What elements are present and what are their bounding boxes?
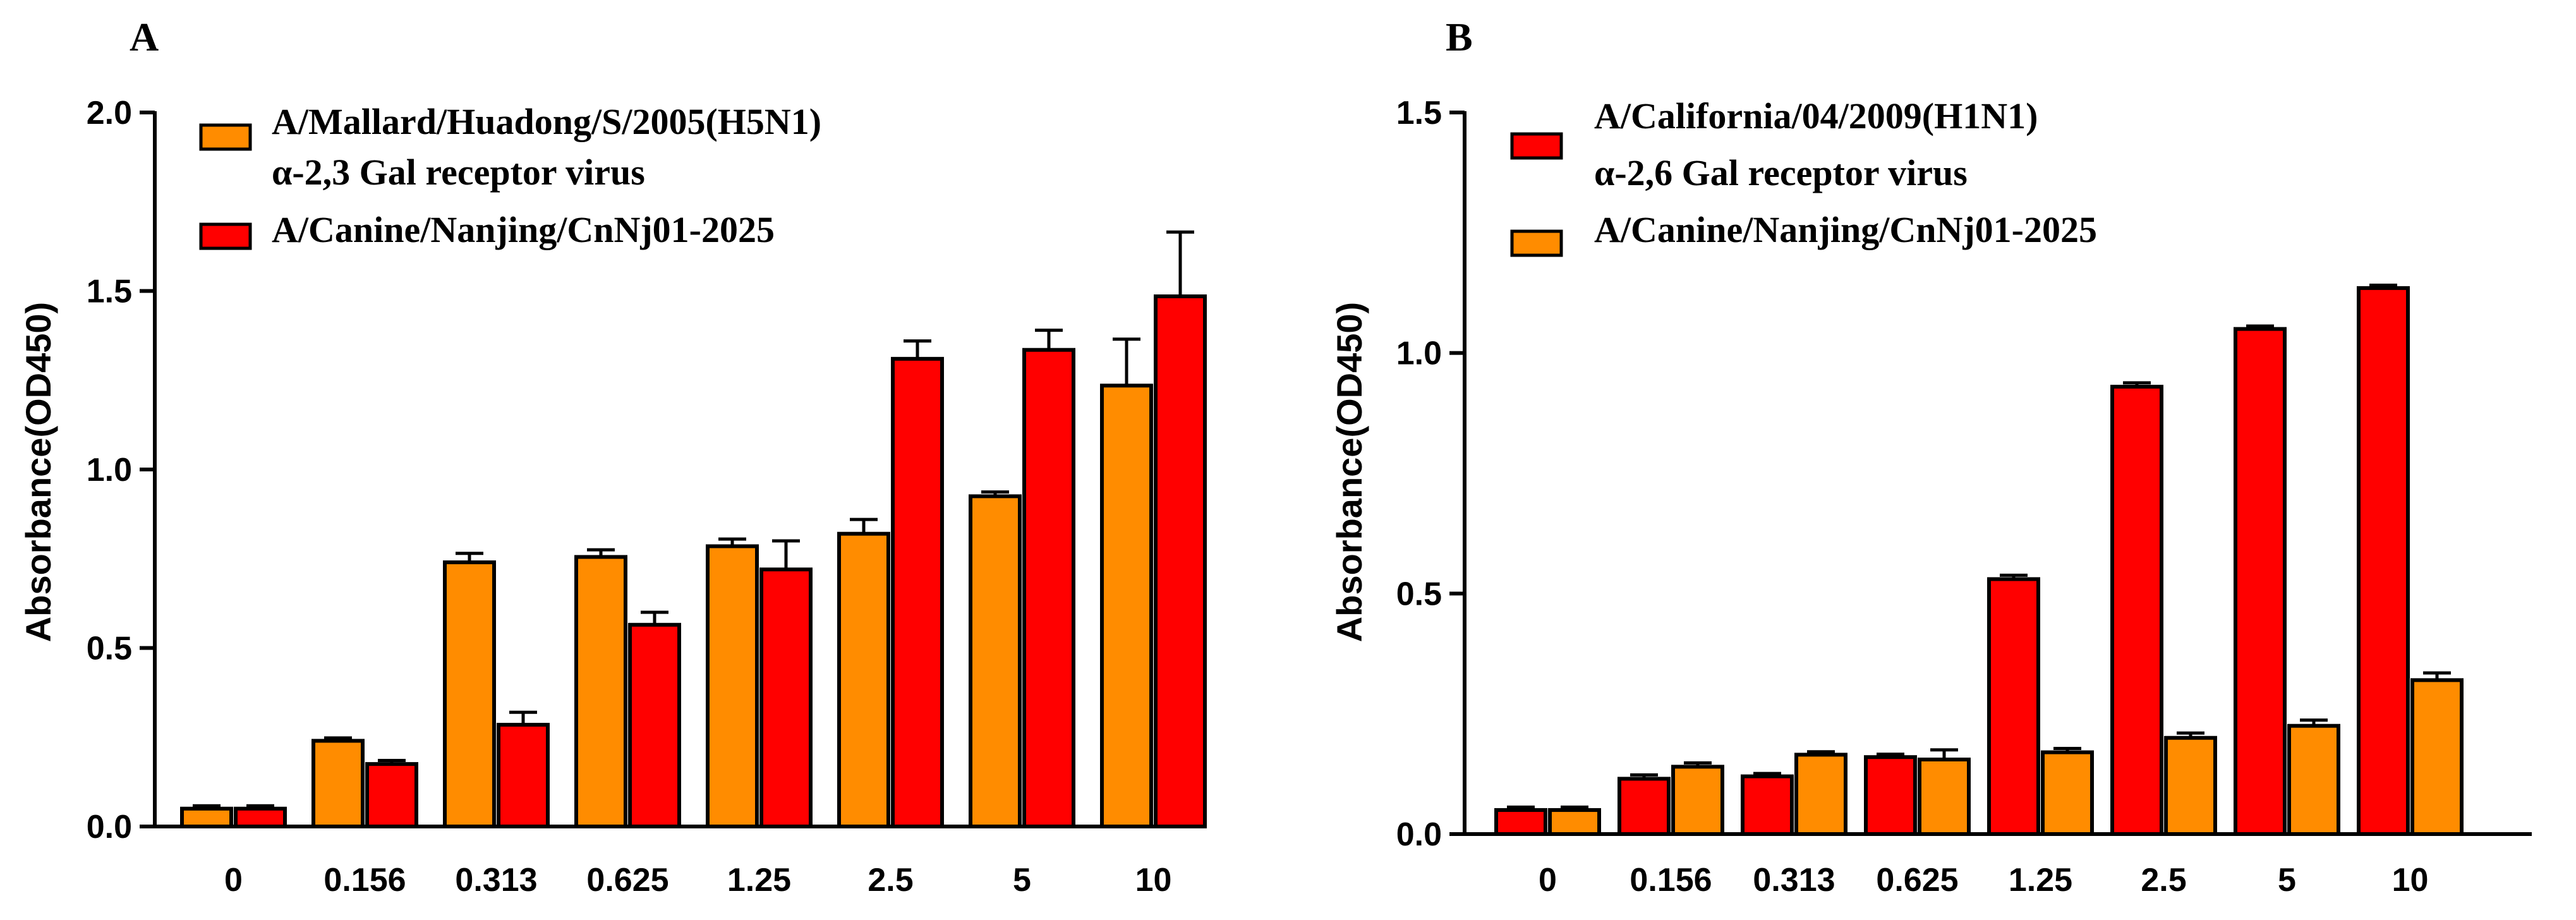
x-tick-label-b-3: 0.625 <box>1876 862 1958 899</box>
x-tick-label-b-0: 0 <box>1539 862 1557 899</box>
legend-label-a-series-1: A/Mallard/Huadong/S/2005(H5N1) <box>272 101 821 142</box>
x-tick-label-a-2: 0.313 <box>455 862 537 899</box>
y-tick-label-a-0: 0.0 <box>87 809 132 845</box>
legend-swatch-b-series-2 <box>1510 229 1563 257</box>
x-tick-label-b-1: 0.156 <box>1630 862 1712 899</box>
bar-b-s2-5 <box>2164 735 2217 836</box>
legend-label-b-series-1: A/California/04/2009(H1N1) <box>1594 95 2038 136</box>
y-tick-label-b-3: 1.5 <box>1396 95 1442 131</box>
legend-label-b-series-2: A/Canine/Nanjing/CnNj01-2025 <box>1594 209 2097 250</box>
x-tick-label-b-6: 5 <box>2278 862 2296 899</box>
bar-b-s1-6 <box>2234 327 2287 836</box>
bar-b-s2-3 <box>1918 757 1971 836</box>
x-tick-label-a-5: 2.5 <box>868 862 913 899</box>
legend-sublabel-b-series-1: α-2,6 Gal receptor virus <box>1594 152 1968 193</box>
panel-b: B Absorbance(OD450) 0.00.51.01.5 0 0.156 0… <box>1329 15 2532 899</box>
bar-a-s2-1 <box>365 762 418 828</box>
y-ticks-b: 0.0 0.5 1.0 1.5 <box>1396 95 1465 853</box>
y-tick-label-a-1: 0.5 <box>87 631 132 667</box>
y-tick-label-b-2: 1.0 <box>1396 336 1442 372</box>
x-tick-label-b-7: 10 <box>2392 862 2429 899</box>
y-tick-label-a-2: 1.0 <box>87 452 132 488</box>
panel-label-a: A <box>130 15 159 59</box>
bar-b-s2-6 <box>2287 723 2340 836</box>
bar-a-s1-7 <box>1100 384 1153 828</box>
bar-b-s1-0 <box>1494 808 1547 837</box>
error-bar-group-a <box>193 230 1194 809</box>
bar-a-s2-7 <box>1154 294 1207 829</box>
bar-a-s2-5 <box>891 356 944 828</box>
legend-label-a-series-2: A/Canine/Nanjing/CnNj01-2025 <box>272 209 775 250</box>
bar-b-s2-2 <box>1794 753 1847 837</box>
bar-b-s1-4 <box>1987 577 2040 836</box>
y-axis-label-b: Absorbance(OD450) <box>1329 302 1369 642</box>
bar-b-s1-5 <box>2110 384 2163 836</box>
bar-a-s2-0 <box>234 806 287 828</box>
bar-b-s1-3 <box>1864 755 1917 836</box>
y-axis-label-a: Absorbance(OD450) <box>18 302 58 642</box>
x-tick-label-a-1: 0.156 <box>324 862 406 899</box>
panel-label-b: B <box>1446 15 1473 59</box>
y-tick-label-a-4: 2.0 <box>87 95 132 131</box>
legend-swatch-b-series-1 <box>1510 132 1563 160</box>
y-ticks-a: 0.0 0.5 1.0 1.5 2.0 <box>87 95 155 845</box>
x-tick-label-a-7: 10 <box>1135 862 1172 899</box>
bar-group-b <box>1494 286 2464 837</box>
y-tick-label-b-1: 0.5 <box>1396 576 1442 612</box>
x-tick-label-a-6: 5 <box>1013 862 1031 899</box>
x-tick-label-a-3: 0.625 <box>586 862 668 899</box>
error-bar-group-b <box>1507 283 2451 810</box>
bar-a-s1-2 <box>443 560 496 829</box>
bar-b-s1-2 <box>1741 774 1794 837</box>
legend-b: A/California/04/2009(H1N1) α-2,6 Gal rec… <box>1510 95 2097 257</box>
bar-b-s1-1 <box>1618 777 1671 836</box>
bar-b-s2-0 <box>1548 808 1601 837</box>
x-tick-label-b-4: 1.25 <box>2009 862 2072 899</box>
bar-a-s1-5 <box>837 531 890 828</box>
bar-a-s2-6 <box>1022 348 1075 828</box>
bar-b-s1-7 <box>2357 286 2410 836</box>
legend-swatch-a-series-2 <box>199 222 252 250</box>
x-tick-label-b-5: 2.5 <box>2141 862 2186 899</box>
bar-a-s2-4 <box>759 567 813 828</box>
legend-sublabel-a-series-1: α-2,3 Gal receptor virus <box>272 152 645 193</box>
bar-b-s2-4 <box>2041 750 2094 837</box>
bar-a-s1-3 <box>574 555 627 828</box>
bar-a-s1-0 <box>180 806 233 828</box>
bar-a-s1-6 <box>969 494 1022 828</box>
x-tick-label-a-0: 0 <box>224 862 243 899</box>
x-tick-label-a-4: 1.25 <box>727 862 791 899</box>
bar-a-s1-4 <box>706 544 759 828</box>
legend-swatch-a-series-1 <box>199 123 252 151</box>
bar-a-s2-3 <box>628 622 681 829</box>
y-tick-label-a-3: 1.5 <box>87 274 132 310</box>
y-tick-label-b-0: 0.0 <box>1396 816 1442 853</box>
x-ticks-a: 0 0.156 0.313 0.625 1.25 2.5 5 10 <box>224 862 1171 899</box>
x-ticks-b: 0 0.156 0.313 0.625 1.25 2.5 5 10 <box>1539 862 2428 899</box>
x-tick-label-b-2: 0.313 <box>1753 862 1835 899</box>
legend-a: A/Mallard/Huadong/S/2005(H5N1) α-2,3 Gal… <box>199 101 821 250</box>
panel-a: A Absorbance(OD450) 0.0 0.5 1.0 1.5 2.0 0 0.1… <box>18 15 1207 899</box>
bar-a-s2-2 <box>497 722 550 828</box>
bar-group-a <box>180 294 1207 829</box>
bar-b-s2-7 <box>2410 678 2464 836</box>
bar-b-s2-1 <box>1671 765 1724 836</box>
bar-a-s1-1 <box>311 739 365 829</box>
